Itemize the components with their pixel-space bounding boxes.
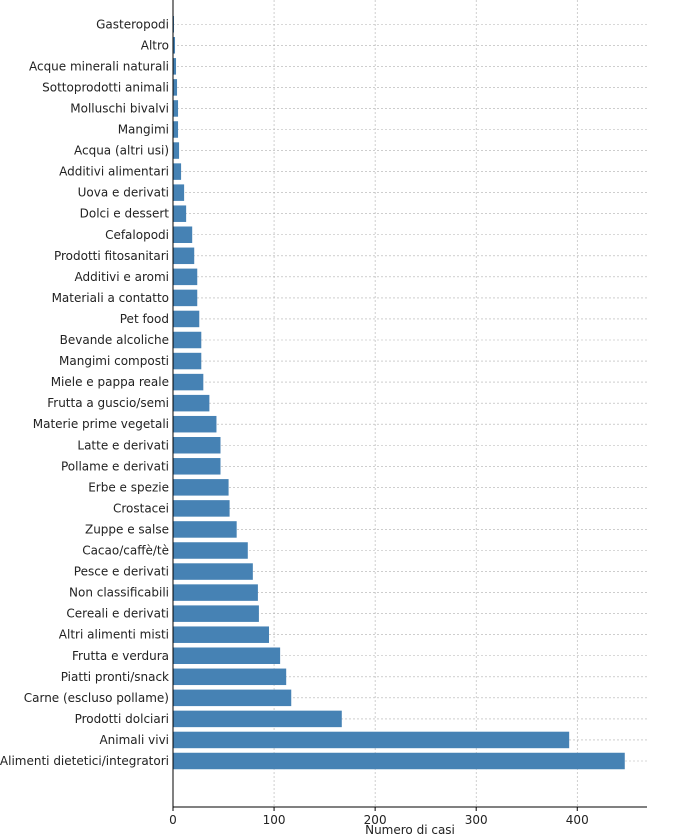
category-label: Erbe e spezie [88, 480, 169, 494]
bar [173, 16, 175, 33]
bars [173, 16, 625, 770]
bar [173, 184, 185, 201]
bar [173, 626, 270, 643]
category-label: Pollame e derivati [61, 459, 169, 473]
category-label: Acqua (altri usi) [74, 144, 169, 158]
category-label: Crostacei [113, 501, 169, 515]
bar [173, 500, 230, 517]
grid [172, 0, 647, 807]
bar [173, 373, 204, 391]
category-label: Additivi e aromi [75, 270, 169, 284]
bar [173, 710, 342, 728]
bar [173, 289, 198, 307]
bar [173, 689, 292, 707]
category-label: Materie prime vegetali [33, 417, 169, 431]
x-tick-label: 200 [364, 813, 387, 827]
bar [173, 37, 176, 54]
category-label: Gasteropodi [96, 17, 169, 31]
category-label: Animali vivi [99, 733, 169, 747]
x-tick-label: 100 [263, 813, 286, 827]
category-label: Bevande alcoliche [60, 333, 169, 347]
bar [173, 415, 217, 433]
bar [173, 521, 237, 538]
category-label: Latte e derivati [77, 438, 169, 452]
bar [173, 310, 200, 328]
x-tick-label: 400 [566, 813, 589, 827]
category-label: Acque minerali naturali [29, 59, 169, 73]
category-label: Uova e derivati [78, 186, 169, 200]
bar [173, 142, 180, 159]
bar [173, 731, 570, 749]
bar [173, 542, 248, 559]
bar [173, 247, 195, 265]
category-label: Zuppe e salse [85, 522, 169, 536]
bar [173, 752, 625, 770]
category-label: Mangimi [118, 123, 169, 137]
bar [173, 458, 221, 475]
category-label: Mangimi composti [59, 354, 169, 368]
category-label: Altri alimenti misti [59, 628, 169, 642]
category-label: Sottoprodotti animali [42, 80, 169, 94]
category-label: Materiali a contatto [52, 291, 169, 305]
category-label: Frutta e verdura [72, 649, 169, 663]
bar [173, 331, 202, 349]
bar [173, 163, 182, 180]
category-label: Additivi alimentari [59, 165, 169, 179]
category-label: Miele e pappa reale [51, 375, 169, 389]
x-tick-label: 300 [465, 813, 488, 827]
bar [173, 58, 177, 75]
category-label: Alimenti dietetici/integratori [0, 754, 169, 768]
category-label: Cereali e derivati [66, 607, 169, 621]
bar [173, 479, 229, 496]
category-label: Pet food [120, 312, 169, 326]
category-label: Altro [141, 38, 169, 52]
bar [173, 268, 198, 286]
category-label: Cacao/caffè/tè [82, 544, 169, 558]
bar [173, 605, 259, 622]
x-axis-ticks: 0 100 200 300 400 [169, 807, 589, 827]
x-axis-title: Numero di casi [365, 823, 455, 837]
category-label: Molluschi bivalvi [70, 101, 169, 115]
category-label: Prodotti dolciari [75, 712, 169, 726]
bar [173, 563, 253, 580]
bar [173, 394, 210, 412]
category-labels: Alimenti dietetici/integratori Animali vi… [0, 17, 169, 768]
bar [173, 668, 287, 686]
category-label: Frutta a guscio/semi [47, 396, 169, 410]
x-tick-label: 0 [169, 813, 177, 827]
bar [173, 205, 187, 222]
bar [173, 647, 281, 664]
category-label: Non classificabili [69, 586, 169, 600]
bar [173, 79, 178, 96]
bar [173, 352, 202, 370]
category-label: Prodotti fitosanitari [54, 249, 169, 263]
category-label: Piatti pronti/snack [61, 670, 169, 684]
bar [173, 100, 179, 117]
category-label: Carne (escluso pollame) [24, 691, 169, 705]
category-label: Pesce e derivati [74, 565, 169, 579]
bar [173, 437, 221, 454]
bar [173, 226, 193, 243]
category-label: Dolci e dessert [80, 207, 170, 221]
bar [173, 584, 258, 601]
category-label: Cefalopodi [105, 228, 169, 242]
bar [173, 121, 179, 138]
